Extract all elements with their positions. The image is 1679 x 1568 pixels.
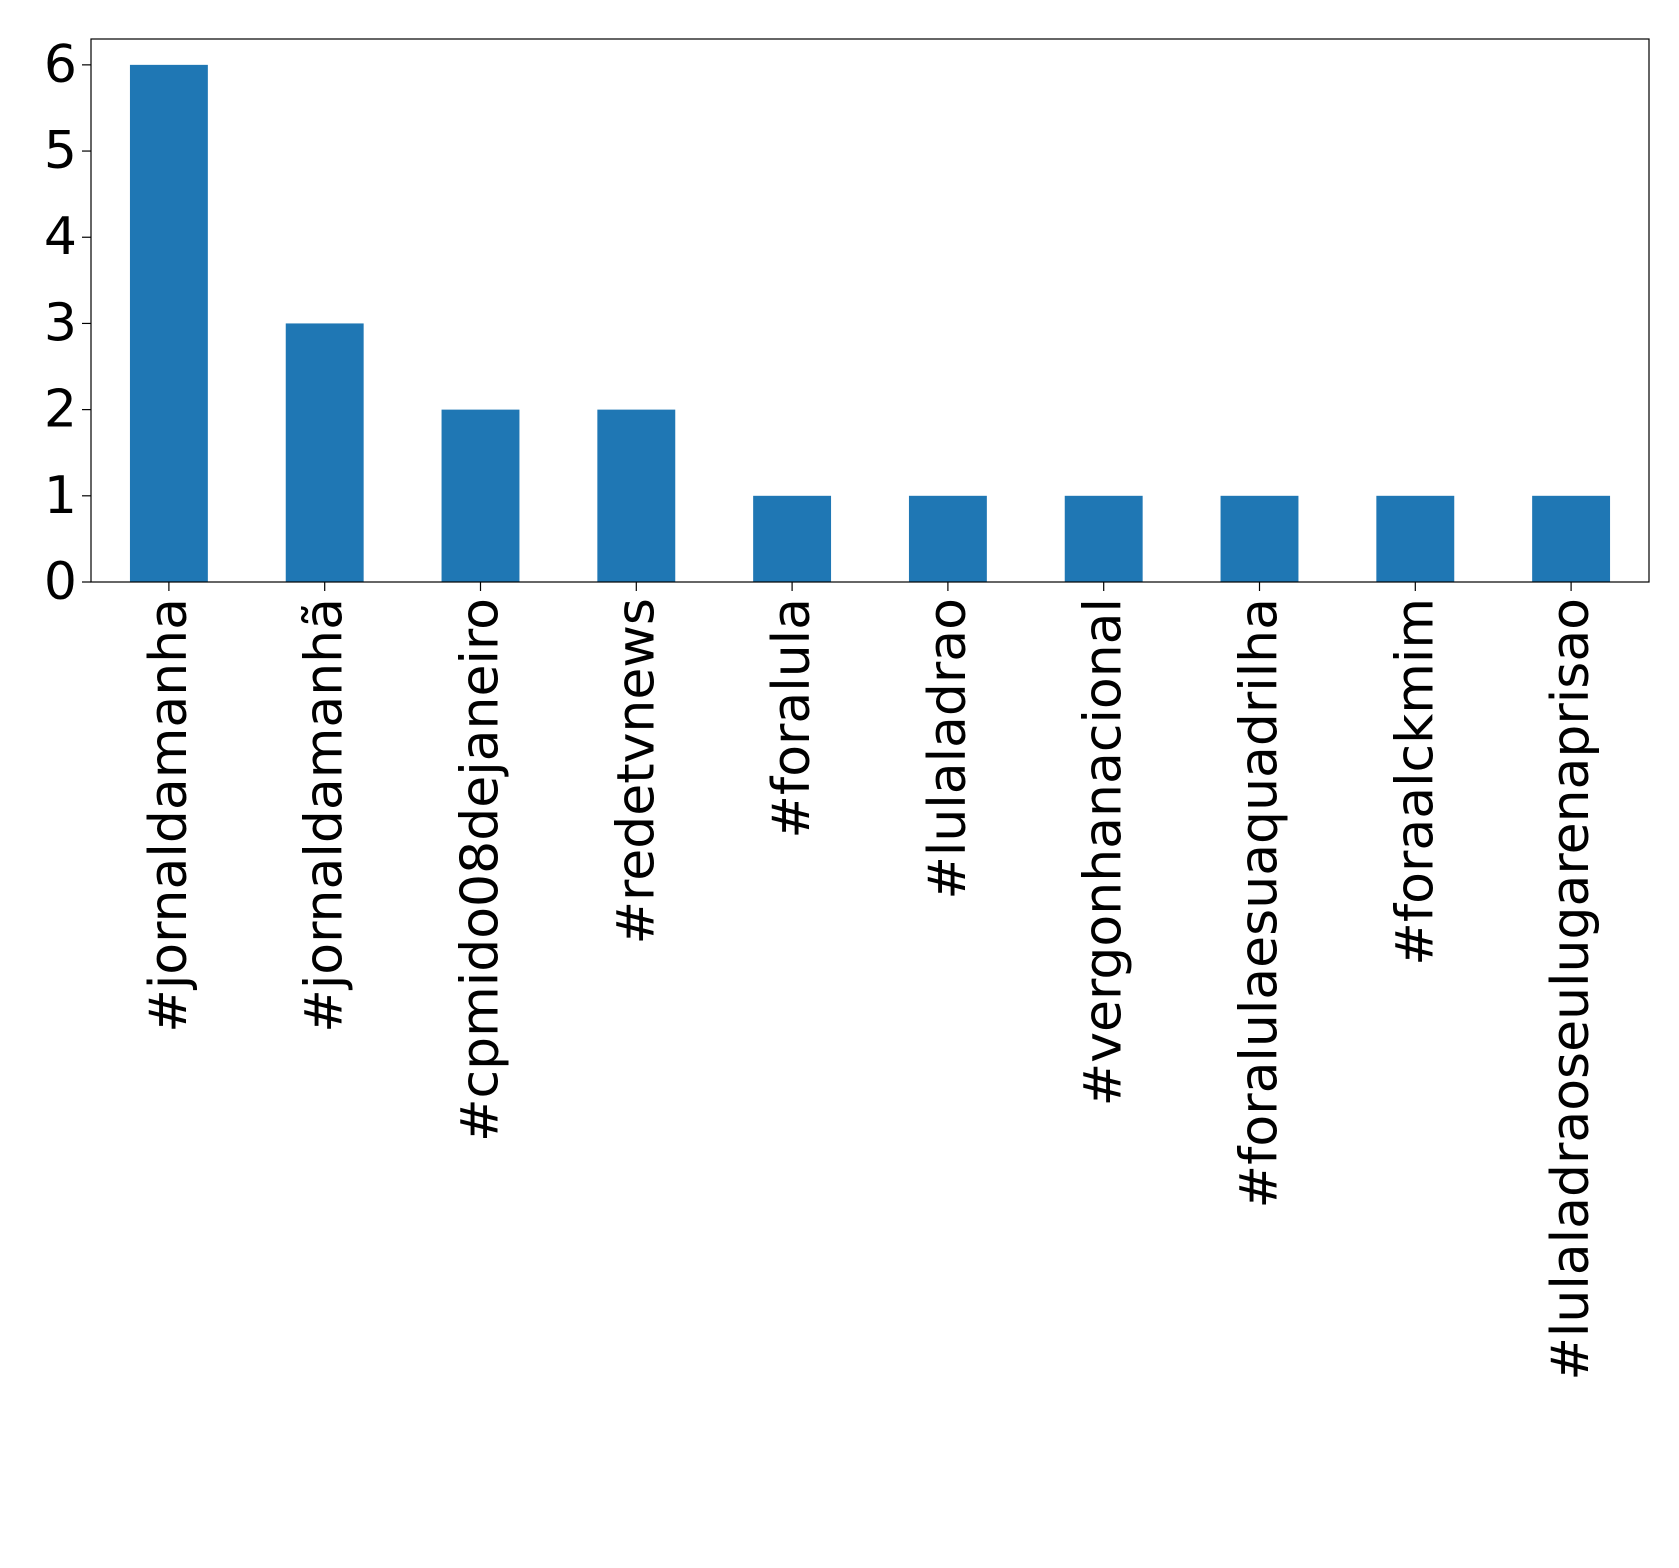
bar-5 [908, 495, 987, 582]
x-tick-label-5: #lulaladrao [918, 598, 978, 900]
x-tick-label-2: #cpmido08dejaneiro [451, 598, 511, 1142]
bar-4 [753, 495, 832, 582]
bar-9 [1532, 495, 1611, 582]
x-tick-label-0: #jornaldamanha [139, 598, 199, 1033]
x-tick-label-9: #lulaladraoseulugarenaprisao [1541, 598, 1601, 1381]
y-tick-label-5: 5 [44, 121, 77, 181]
bar-1 [285, 323, 364, 582]
y-tick-label-1: 1 [44, 466, 77, 526]
bar-3 [597, 409, 676, 582]
bar-8 [1376, 495, 1455, 582]
bar-7 [1220, 495, 1299, 582]
y-tick-label-4: 4 [44, 207, 77, 267]
x-tick-label-7: #foralulaesuaquadrilha [1230, 598, 1290, 1209]
y-tick-label-0: 0 [44, 552, 77, 612]
bar-2 [441, 409, 520, 582]
y-tick-label-3: 3 [44, 293, 77, 353]
y-tick-label-6: 6 [44, 35, 77, 95]
x-tick-label-6: #vergonhanacional [1074, 598, 1134, 1106]
x-tick-label-8: #foraalckmim [1385, 598, 1445, 966]
plot-area: 0 1 2 3 4 5 6 #jornaldamanha #jornaldamanhã #cpmi… [44, 35, 1650, 1381]
x-tick-label-4: #foralula [762, 598, 822, 839]
bar-0 [129, 64, 208, 583]
x-tick-label-3: #redetvnews [606, 598, 666, 945]
bar-6 [1064, 495, 1143, 582]
y-tick-label-2: 2 [44, 380, 77, 440]
axes-frame [90, 38, 1650, 583]
x-tick-label-1: #jornaldamanhã [295, 598, 355, 1033]
